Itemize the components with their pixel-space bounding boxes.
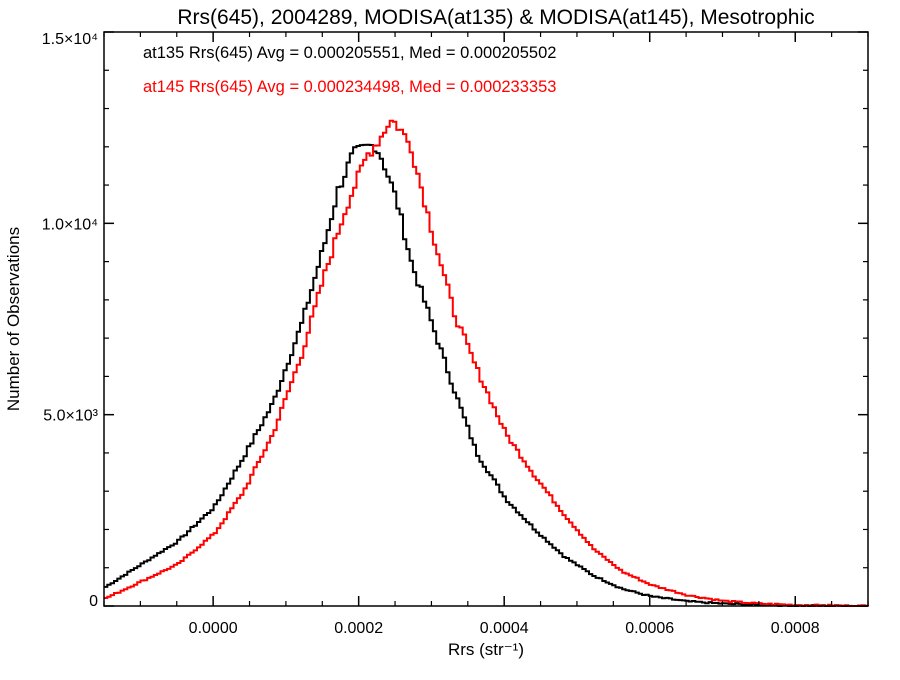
histogram-series-at145 xyxy=(104,119,869,607)
x-axis-ticks: 0.0000 0.0002 0.0004 0.0006 0.0008 xyxy=(103,32,869,637)
x-tick-label: 0.0000 xyxy=(189,620,238,637)
x-axis-label: Rrs (str⁻¹) xyxy=(448,640,524,659)
series-layer xyxy=(104,119,869,607)
x-tick-label: 0.0008 xyxy=(771,620,820,637)
x-tick-label: 0.0002 xyxy=(334,620,383,637)
histogram-series-at135 xyxy=(104,143,868,607)
legend: at135 Rrs(645) Avg = 0.000205551, Med = … xyxy=(143,44,556,96)
legend-entry-at135: at135 Rrs(645) Avg = 0.000205551, Med = … xyxy=(143,44,556,62)
y-tick-label: 0 xyxy=(89,593,98,610)
y-tick-label: 1.0×10⁴ xyxy=(42,216,98,233)
x-tick-label: 0.0006 xyxy=(625,620,674,637)
y-tick-label: 1.5×10⁴ xyxy=(42,31,98,48)
y-axis-ticks: 0 5.0×10³ 1.0×10⁴ 1.5×10⁴ xyxy=(42,31,868,610)
y-axis-label: Number of Observations xyxy=(4,227,23,411)
legend-entry-at145: at145 Rrs(645) Avg = 0.000234498, Med = … xyxy=(143,78,556,96)
y-tick-label: 5.0×10³ xyxy=(43,408,98,425)
plot-frame xyxy=(103,31,869,607)
x-tick-label: 0.0004 xyxy=(480,620,529,637)
chart-title: Rrs(645), 2004289, MODISA(at135) & MODIS… xyxy=(177,6,814,29)
